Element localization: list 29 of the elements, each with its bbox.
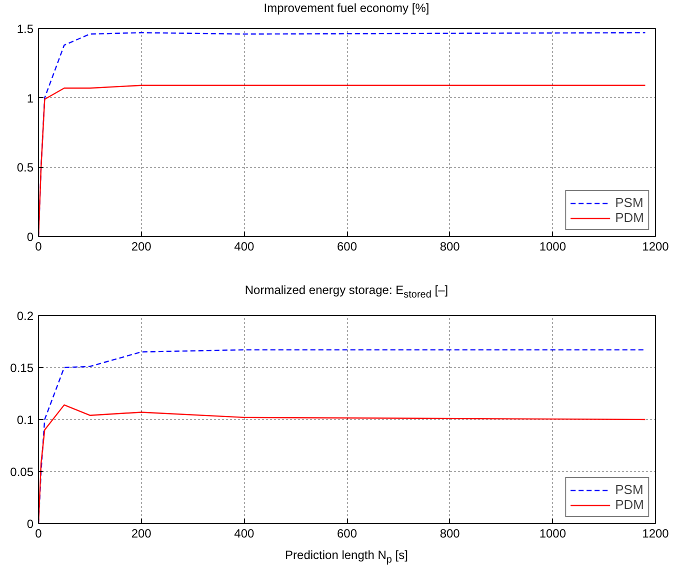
chart-title: Improvement fuel economy [%]: [264, 0, 430, 16]
x-tick-label: 400: [234, 526, 255, 541]
y-tick-label: 0.15: [10, 361, 34, 376]
x-tick-label: 800: [440, 526, 460, 541]
y-tick-label: 0: [26, 517, 34, 532]
y-tick-label: 0.05: [10, 465, 34, 480]
x-axis-title: Prediction length N$_{p}$ [s]: [285, 547, 408, 567]
x-tick-label: 1000: [539, 240, 566, 254]
legend-label: PSM: [615, 195, 644, 210]
x-tick-label: 600: [336, 240, 358, 254]
x-tick-label: 1200: [642, 240, 670, 254]
y-tick-label: 0: [26, 230, 34, 244]
x-tick-label: 600: [336, 526, 358, 541]
y-tick-label: 0.5: [16, 160, 34, 175]
x-tick-label: 400: [234, 240, 255, 254]
y-tick-label: 1.5: [16, 22, 34, 36]
legend-label: PSM: [615, 482, 644, 498]
x-tick-label: 1000: [539, 526, 566, 541]
x-tick-label: 1200: [642, 526, 670, 541]
x-tick-label: 800: [440, 240, 460, 254]
y-tick-label: 0.2: [16, 309, 34, 324]
y-tick-label: 1: [26, 91, 34, 106]
legend-label: PDM: [615, 497, 644, 512]
x-tick-label: 200: [131, 240, 152, 254]
chart-title: Normalized energy storage: E$_{stored}$ [–]: [244, 282, 448, 302]
y-tick-label: 0.1: [16, 413, 34, 428]
x-tick-label: 0: [35, 240, 42, 254]
x-tick-label: 200: [131, 526, 152, 541]
legend-label: PDM: [615, 210, 644, 225]
